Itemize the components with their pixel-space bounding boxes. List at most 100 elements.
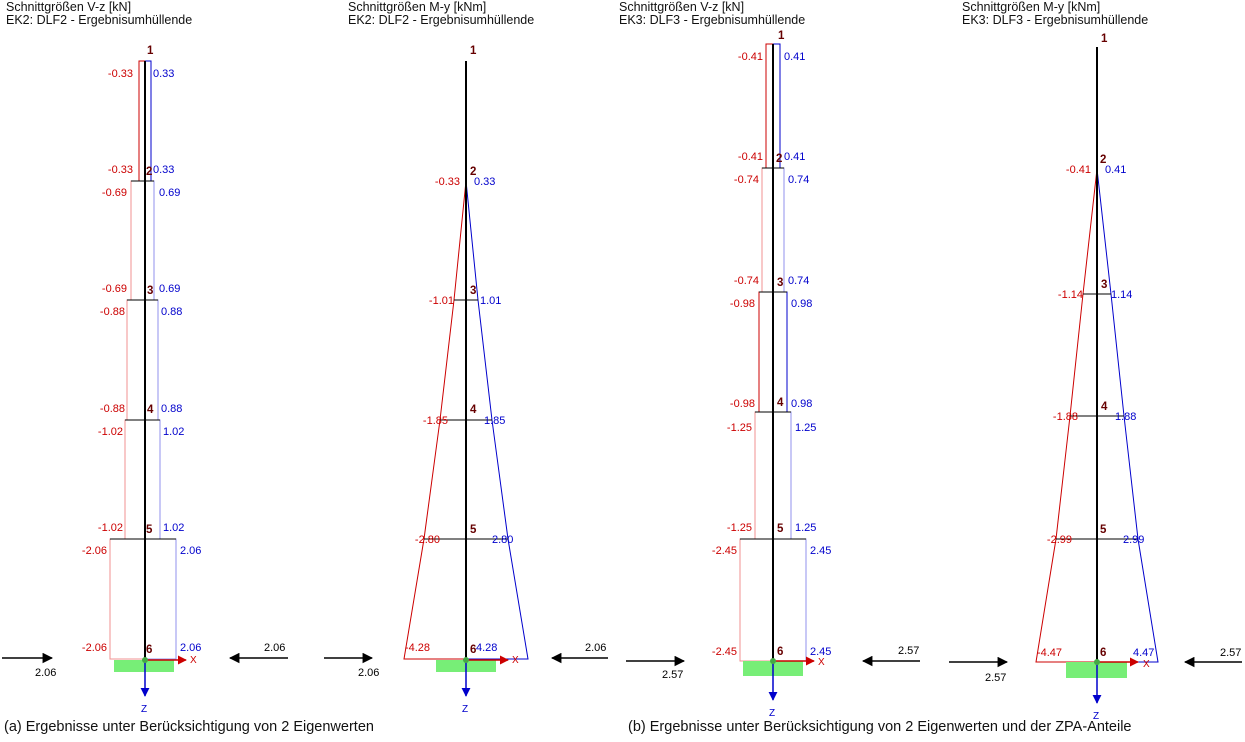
panel-title: Schnittgrößen V-z [kN]	[619, 0, 745, 14]
value-label: -2.45	[712, 646, 737, 658]
value-label: 4.28	[476, 642, 497, 654]
node-number: 2	[470, 166, 476, 178]
node-number: 4	[1101, 401, 1108, 413]
panel-subtitle: EK3: DLF3 - Ergebnisumhüllende	[962, 13, 1149, 27]
value-label: -0.33	[108, 164, 133, 176]
negative-envelope	[109, 60, 145, 660]
reaction-label: 2.06	[35, 667, 56, 679]
value-label: 1.25	[795, 422, 816, 434]
value-label: 0.69	[159, 187, 180, 199]
value-label: 0.98	[791, 298, 812, 310]
panel-subtitle: EK2: DLF2 - Ergebnisumhüllende	[6, 13, 193, 27]
node-point	[463, 657, 469, 663]
panel-1-header: Schnittgrößen V-z [kN] EK2: DLF2 - Ergeb…	[6, 1, 192, 27]
node-number: 3	[777, 277, 783, 289]
panel-title: Schnittgrößen V-z [kN]	[6, 0, 132, 14]
node-point	[770, 658, 776, 664]
panel-4-moment-diagram: 1 2 3 4 5 6 -0.41 -1.14 -1.88 -2.99 -4.4…	[949, 33, 1242, 722]
value-label: 0.88	[161, 403, 182, 415]
reaction-label: 2.57	[662, 669, 683, 681]
panel-4-header: Schnittgrößen M-y [kNm] EK3: DLF3 - Erge…	[962, 1, 1148, 27]
negative-envelope	[403, 61, 467, 660]
panel-1-shear-diagram: 1 2 3 4 5 6 -0.33 -0.33 -0.69 -0.69 -0.8…	[2, 45, 288, 715]
node-number: 6	[470, 644, 476, 656]
value-label: -1.85	[423, 415, 448, 427]
value-label: -0.69	[102, 187, 127, 199]
z-axis-label: Z	[769, 708, 775, 719]
node-number: 2	[776, 153, 782, 165]
value-label: 0.33	[474, 176, 495, 188]
value-label: -0.41	[738, 151, 763, 163]
value-label: -1.01	[429, 295, 454, 307]
node-point	[142, 657, 148, 663]
node-number: 4	[777, 397, 784, 409]
node-number: 1	[470, 45, 477, 57]
node-number: 2	[1100, 154, 1106, 166]
value-label: -4.47	[1037, 647, 1062, 659]
value-label: -1.88	[1053, 411, 1078, 423]
value-label: -1.02	[98, 522, 123, 534]
reaction-label: 2.57	[898, 645, 919, 657]
node-number: 3	[470, 285, 476, 297]
node-number: 6	[777, 646, 783, 658]
node-number: 5	[777, 523, 784, 535]
value-label: 1.14	[1111, 289, 1132, 301]
value-label: 0.69	[159, 283, 180, 295]
value-label: -0.98	[730, 398, 755, 410]
caption-a: (a) Ergebnisse unter Berücksichtigung vo…	[4, 719, 374, 735]
value-label: -4.28	[405, 642, 430, 654]
value-label: -0.88	[100, 306, 125, 318]
panel-subtitle: EK2: DLF2 - Ergebnisumhüllende	[348, 13, 535, 27]
value-label: 2.06	[180, 642, 201, 654]
positive-envelope	[1096, 47, 1159, 663]
node-number: 3	[147, 285, 153, 297]
value-label: 0.33	[153, 164, 174, 176]
value-label: -2.06	[82, 545, 107, 557]
value-label: 2.06	[180, 545, 201, 557]
x-axis-label: X	[190, 655, 197, 666]
panel-title: Schnittgrößen M-y [kNm]	[962, 0, 1101, 14]
node-number: 5	[470, 524, 477, 536]
node-number: 6	[146, 644, 152, 656]
value-label: 0.41	[784, 151, 805, 163]
positive-envelope	[145, 60, 177, 660]
node-number: 5	[146, 524, 153, 536]
reaction-label: 2.06	[585, 642, 606, 654]
value-label: 1.02	[163, 426, 184, 438]
value-label: -1.02	[98, 426, 123, 438]
node-number: 1	[778, 30, 785, 42]
value-label: -0.41	[1066, 164, 1091, 176]
node-number: 4	[470, 404, 477, 416]
value-label: 0.33	[153, 68, 174, 80]
value-label: -2.06	[82, 642, 107, 654]
panel-2-moment-diagram: 1 2 3 4 5 6 -0.33 -1.01 -1.85 -2.80 -4.2…	[324, 45, 608, 715]
value-label: -0.69	[102, 283, 127, 295]
z-axis-label: Z	[462, 704, 468, 715]
value-label: -0.33	[435, 176, 460, 188]
value-label: 1.01	[480, 295, 501, 307]
support-block	[114, 660, 174, 672]
value-label: -0.41	[738, 51, 763, 63]
value-label: -1.25	[727, 422, 752, 434]
panel-3-shear-diagram: 1 2 3 4 5 6 -0.41 -0.41 -0.74 -0.74 -0.9…	[626, 30, 920, 719]
value-label: 1.02	[163, 522, 184, 534]
value-label: -2.99	[1047, 534, 1072, 546]
value-label: 1.85	[484, 415, 505, 427]
value-label: 2.80	[492, 534, 513, 546]
value-label: -1.25	[727, 522, 752, 534]
positive-envelope	[465, 61, 529, 660]
reaction-label: 2.06	[358, 667, 379, 679]
value-label: -2.45	[712, 545, 737, 557]
z-axis-label: Z	[1093, 711, 1099, 722]
panel-2-header: Schnittgrößen M-y [kNm] EK2: DLF2 - Erge…	[348, 1, 534, 27]
negative-envelope	[1035, 47, 1098, 663]
value-label: 1.88	[1115, 411, 1136, 423]
x-axis-label: X	[818, 657, 825, 668]
value-label: 2.45	[810, 545, 831, 557]
x-axis-label: X	[1143, 659, 1150, 670]
node-number: 4	[147, 404, 154, 416]
panel-title: Schnittgrößen M-y [kNm]	[348, 0, 487, 14]
value-label: -0.33	[108, 68, 133, 80]
value-label: -2.80	[415, 534, 440, 546]
node-point	[1094, 659, 1100, 665]
